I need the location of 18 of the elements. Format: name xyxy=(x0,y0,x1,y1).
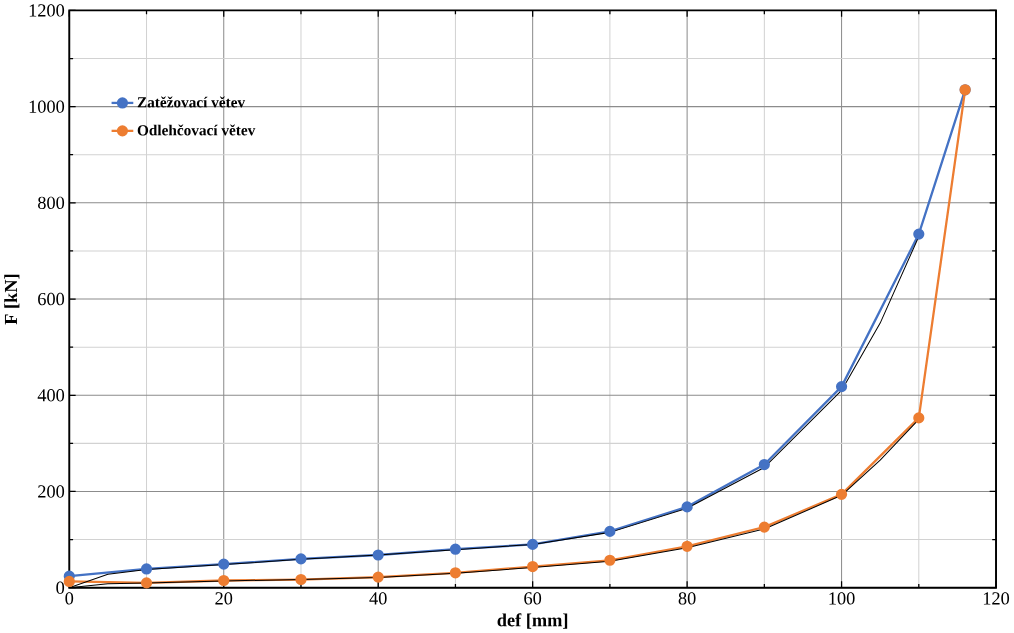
y-tick-label: 0 xyxy=(56,581,65,594)
y-tick-label: 600 xyxy=(38,292,65,306)
y-tick-label: 200 xyxy=(38,485,65,498)
x-tick-label: 40 xyxy=(369,592,387,605)
x-tick-label: 20 xyxy=(215,592,233,605)
y-tick-label: 400 xyxy=(37,389,65,402)
y-axis-title: F [kN] xyxy=(4,274,20,325)
x-tick-label: 80 xyxy=(678,592,696,605)
x-tick-label: 120 xyxy=(983,592,1010,605)
legend-label: Odlehčovací větev xyxy=(137,124,256,136)
x-tick-label: 60 xyxy=(524,592,542,605)
x-axis-title: def [mm] xyxy=(497,613,568,629)
y-tick-label: 1200 xyxy=(29,4,65,17)
y-tick-label: 1000 xyxy=(29,100,65,113)
y-tick-label: 800 xyxy=(38,196,65,210)
x-tick-label: 0 xyxy=(65,592,74,605)
x-tick-label: 100 xyxy=(829,592,855,605)
legend-label: Zatěžovací větev xyxy=(137,96,246,108)
